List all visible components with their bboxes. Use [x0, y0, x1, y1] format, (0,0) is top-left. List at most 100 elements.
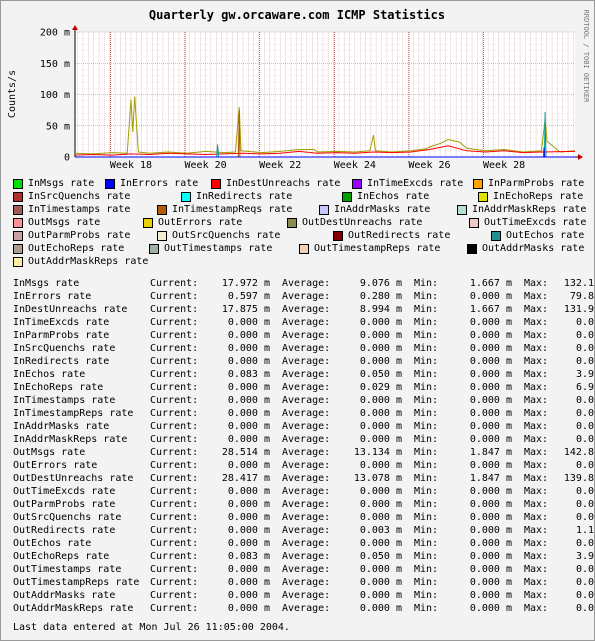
current-value: 0.597 m [227, 291, 270, 302]
stats-row: InMsgs rate Current: 17.972 m Average: 9.076… [0, 277, 595, 290]
max-value: 79.8 [569, 291, 594, 302]
legend-swatch [211, 179, 221, 189]
max-label: Max: [524, 369, 549, 380]
stat-name: OutRedirects rate [13, 525, 116, 536]
min-value: 0.000 m [469, 499, 512, 510]
max-label: Max: [524, 356, 549, 367]
max-value: 0.0 [575, 421, 594, 432]
average-label: Average: [282, 460, 331, 471]
average-value: 0.003 m [359, 525, 402, 536]
min-value: 0.000 m [469, 590, 512, 601]
min-label: Min: [414, 525, 439, 536]
max-value: 6.9 [575, 382, 594, 393]
max-label: Max: [524, 382, 549, 393]
series-line [74, 145, 576, 156]
stat-name: InDestUnreachs rate [13, 304, 128, 315]
current-label: Current: [150, 564, 199, 575]
legend-swatch [333, 231, 343, 241]
grid-layer [75, 31, 575, 157]
x-tick-label: Week 22 [259, 160, 301, 171]
average-value: 0.000 m [359, 317, 402, 328]
current-label: Current: [150, 278, 199, 289]
current-value: 0.000 m [227, 382, 270, 393]
current-value: 0.000 m [227, 421, 270, 432]
min-label: Min: [414, 343, 439, 354]
legend-label: OutParmProbs rate [28, 230, 131, 241]
x-axis-arrow [578, 154, 583, 160]
max-label: Max: [524, 447, 549, 458]
average-label: Average: [282, 551, 331, 562]
legend-swatch [352, 179, 362, 189]
legend-swatch [13, 192, 23, 202]
average-label: Average: [282, 408, 331, 419]
legend-row: OutEchoReps rate OutTimestamps rate OutTim… [0, 242, 595, 255]
legend-swatch [143, 218, 153, 228]
current-label: Current: [150, 421, 199, 432]
max-value: 142.8 [563, 447, 594, 458]
legend-label: OutEchoReps rate [28, 243, 125, 254]
max-label: Max: [524, 525, 549, 536]
stat-name: InRedirects rate [13, 356, 110, 367]
average-value: 0.000 m [359, 577, 402, 588]
legend-swatch [157, 205, 167, 215]
current-value: 0.000 m [227, 525, 270, 536]
min-value: 0.000 m [469, 486, 512, 497]
current-label: Current: [150, 460, 199, 471]
current-label: Current: [150, 434, 199, 445]
average-label: Average: [282, 434, 331, 445]
min-label: Min: [414, 395, 439, 406]
min-value: 0.000 m [469, 291, 512, 302]
stats-row: InAddrMaskReps rate Current: 0.000 m Averag… [0, 433, 595, 446]
average-value: 0.000 m [359, 434, 402, 445]
current-value: 0.000 m [227, 330, 270, 341]
average-value: 9.076 m [359, 278, 402, 289]
min-value: 1.847 m [469, 447, 512, 458]
stats-row: OutAddrMasks rate Current: 0.000 m Average:… [0, 589, 595, 602]
average-label: Average: [282, 603, 331, 614]
stat-name: InTimestamps rate [13, 395, 116, 406]
legend-label: InMsgs rate [28, 178, 95, 189]
min-value: 0.000 m [469, 408, 512, 419]
x-tick-label: Week 18 [110, 160, 152, 171]
stats-row: OutEchos rate Current: 0.000 m Average: 0.00… [0, 537, 595, 550]
min-value: 0.000 m [469, 317, 512, 328]
current-label: Current: [150, 447, 199, 458]
y-axis-label: Counts/s [7, 70, 18, 118]
legend-swatch [319, 205, 329, 215]
min-label: Min: [414, 330, 439, 341]
average-label: Average: [282, 317, 331, 328]
current-value: 0.000 m [227, 603, 270, 614]
current-label: Current: [150, 486, 199, 497]
y-tick-label: 50 m [46, 121, 70, 132]
legend-swatch [473, 179, 483, 189]
icmp-line-chart: Quarterly gw.orcaware.com ICMP Statistic… [7, 8, 590, 171]
current-label: Current: [150, 577, 199, 588]
legend-swatch [299, 244, 309, 254]
max-value: 0.0 [575, 317, 594, 328]
current-label: Current: [150, 499, 199, 510]
min-label: Min: [414, 564, 439, 575]
min-value: 0.000 m [469, 551, 512, 562]
average-value: 0.029 m [359, 382, 402, 393]
legend-swatch [181, 192, 191, 202]
average-value: 0.000 m [359, 486, 402, 497]
average-value: 8.994 m [359, 304, 402, 315]
current-value: 0.000 m [227, 499, 270, 510]
average-label: Average: [282, 499, 331, 510]
average-label: Average: [282, 577, 331, 588]
stats-row: OutErrors rate Current: 0.000 m Average: 0.0… [0, 459, 595, 472]
average-label: Average: [282, 395, 331, 406]
legend-label: OutTimestamps rate [164, 243, 273, 254]
stats-row: InEchos rate Current: 0.083 m Average: 0.050… [0, 368, 595, 381]
stat-name: OutParmProbs rate [13, 499, 116, 510]
min-label: Min: [414, 473, 439, 484]
min-label: Min: [414, 356, 439, 367]
average-value: 0.000 m [359, 330, 402, 341]
stat-name: InParmProbs rate [13, 330, 110, 341]
stats-row: InErrors rate Current: 0.597 m Average: 0.28… [0, 290, 595, 303]
current-value: 0.000 m [227, 317, 270, 328]
stats-row: OutDestUnreachs rate Current: 28.417 m Aver… [0, 472, 595, 485]
average-label: Average: [282, 538, 331, 549]
current-value: 0.083 m [227, 551, 270, 562]
current-label: Current: [150, 382, 199, 393]
